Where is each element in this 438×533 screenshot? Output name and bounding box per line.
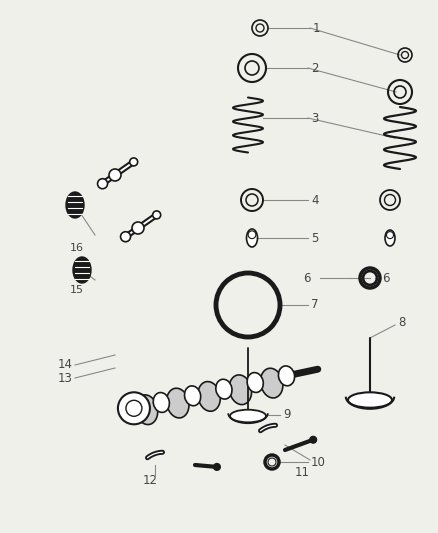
Circle shape [132,222,144,234]
Text: 13: 13 [58,372,73,384]
Ellipse shape [216,379,232,399]
Text: 16: 16 [70,243,84,253]
Text: 15: 15 [70,285,84,295]
Ellipse shape [124,399,140,418]
Text: 12: 12 [143,473,158,487]
Text: 7: 7 [311,298,318,311]
Circle shape [153,211,161,219]
Ellipse shape [385,230,395,246]
Circle shape [120,232,131,242]
Ellipse shape [229,375,251,405]
Text: 4: 4 [311,193,318,206]
Text: 6: 6 [304,271,311,285]
Text: 3: 3 [311,111,318,125]
Ellipse shape [247,229,258,247]
Ellipse shape [135,395,158,425]
Ellipse shape [261,368,283,398]
Ellipse shape [279,366,295,386]
Text: 11: 11 [295,465,310,479]
Ellipse shape [153,392,170,413]
Ellipse shape [184,386,201,406]
Ellipse shape [198,382,220,411]
Ellipse shape [166,388,189,418]
Text: 14: 14 [58,359,73,372]
Ellipse shape [230,410,266,422]
Circle shape [118,392,150,424]
Ellipse shape [73,257,91,283]
Text: 2: 2 [311,61,318,75]
Circle shape [213,463,220,471]
Text: 6: 6 [382,271,389,285]
Ellipse shape [247,373,263,392]
Circle shape [310,436,317,443]
Circle shape [130,158,138,166]
Text: 5: 5 [311,231,318,245]
Text: 9: 9 [283,408,290,422]
Text: 10: 10 [311,456,326,469]
Circle shape [98,179,108,189]
Ellipse shape [348,392,392,408]
Text: 1: 1 [313,21,321,35]
Text: 8: 8 [398,317,406,329]
Ellipse shape [66,192,84,218]
Circle shape [109,169,121,181]
